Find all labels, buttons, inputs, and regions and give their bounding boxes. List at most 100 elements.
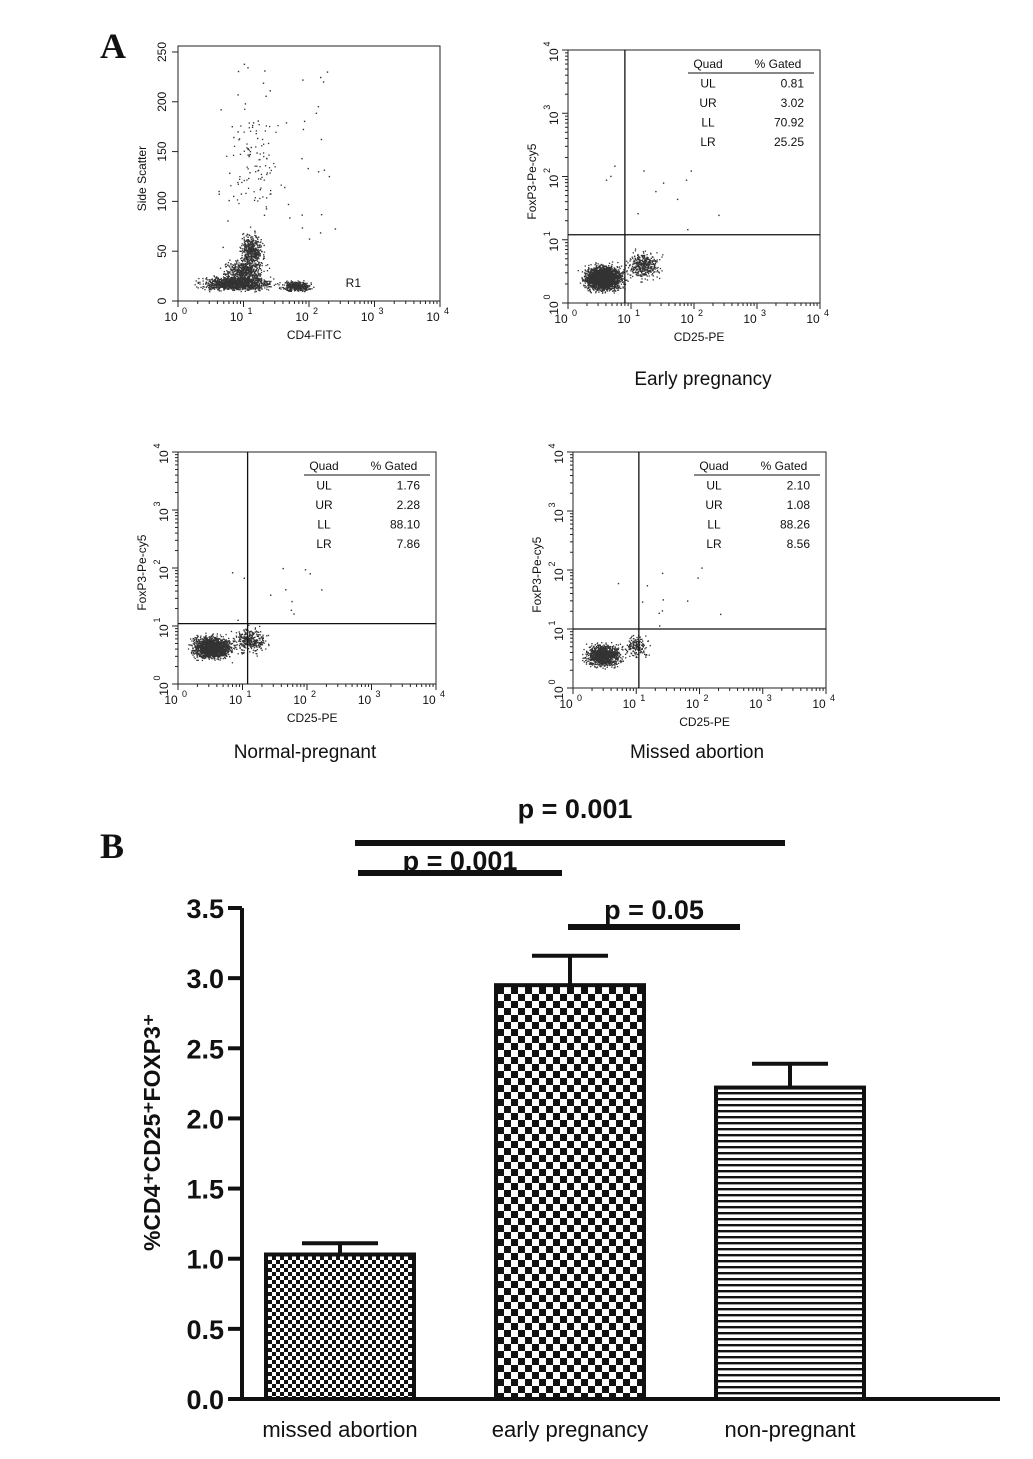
stats-quad-name: LL bbox=[317, 518, 331, 532]
y-tick-exponent: 3 bbox=[152, 501, 162, 506]
x-tick-label: 10 bbox=[559, 697, 573, 711]
x-tick-label: 10 bbox=[686, 697, 700, 711]
x-tick-label: 10 bbox=[422, 693, 436, 707]
y-tick-label: 1.0 bbox=[186, 1245, 224, 1275]
y-tick-label: 10 bbox=[547, 301, 561, 315]
x-tick-exponent: 3 bbox=[767, 693, 772, 703]
y-axis-label: FoxP3-Pe-cy5 bbox=[530, 536, 544, 612]
plot-caption: Early pregnancy bbox=[634, 369, 772, 390]
x-tick-exponent: 0 bbox=[572, 308, 577, 318]
x-tick-exponent: 4 bbox=[440, 689, 445, 699]
stats-quad-name: UR bbox=[699, 96, 717, 110]
stats-quad-value: 7.86 bbox=[397, 537, 421, 551]
stats-quad-value: 70.92 bbox=[774, 116, 804, 130]
stats-header-gated: % Gated bbox=[755, 57, 802, 71]
stats-header-gated: % Gated bbox=[371, 459, 418, 473]
stats-quad-name: LL bbox=[707, 518, 721, 532]
y-tick-exponent: 1 bbox=[547, 620, 557, 625]
x-axis-label: CD4-FITC bbox=[287, 328, 342, 342]
stats-header-quad: Quad bbox=[693, 57, 722, 71]
quadrant-stats-table: Quad % Gated UL 0.81 UR 3.02 LL 70.92 LR 25.25 bbox=[688, 56, 816, 158]
p-value-label: p = 0.001 bbox=[518, 794, 633, 824]
y-tick-label: 0 bbox=[155, 297, 169, 304]
y-axis-label: FoxP3-Pe-cy5 bbox=[135, 534, 149, 610]
x-tick-label: 10 bbox=[426, 310, 440, 324]
y-tick-label: 10 bbox=[552, 627, 566, 641]
plot-frame bbox=[177, 45, 441, 302]
stats-quad-name: UL bbox=[316, 479, 332, 493]
y-tick-exponent: 0 bbox=[547, 679, 557, 684]
y-tick-exponent: 1 bbox=[542, 231, 552, 236]
stats-quad-name: LR bbox=[316, 537, 332, 551]
stats-header-quad: Quad bbox=[699, 459, 728, 473]
x-tick-exponent: 2 bbox=[313, 306, 318, 316]
stats-quad-value: 2.10 bbox=[787, 479, 811, 493]
x-tick-exponent: 4 bbox=[444, 306, 449, 316]
x-tick-exponent: 2 bbox=[698, 308, 703, 318]
quadrant-stats-table: Quad % Gated UL 1.76 UR 2.28 LL 88.10 LR 7.86 bbox=[304, 458, 432, 560]
quadrant-stats-table: Quad % Gated UL 2.10 UR 1.08 LL 88.26 LR 8.56 bbox=[694, 458, 822, 560]
y-tick-label: 10 bbox=[547, 175, 561, 189]
x-tick-label: 10 bbox=[617, 312, 631, 326]
stats-quad-value: 0.81 bbox=[781, 77, 805, 91]
x-tick-exponent: 3 bbox=[761, 308, 766, 318]
y-tick-label: 2.5 bbox=[186, 1034, 224, 1064]
x-tick-exponent: 3 bbox=[379, 306, 384, 316]
event-dots bbox=[187, 567, 323, 664]
category-label: non-pregnant bbox=[725, 1417, 856, 1442]
x-tick-exponent: 0 bbox=[577, 693, 582, 703]
stats-quad-value: 1.08 bbox=[787, 498, 811, 512]
x-tick-exponent: 4 bbox=[824, 308, 829, 318]
x-tick-label: 10 bbox=[358, 693, 372, 707]
bar-2 bbox=[714, 1085, 866, 1401]
x-tick-exponent: 0 bbox=[182, 689, 187, 699]
x-tick-label: 10 bbox=[806, 312, 820, 326]
y-tick-exponent: 4 bbox=[547, 443, 557, 448]
p-value-label: p = 0.05 bbox=[604, 895, 704, 925]
bar-1 bbox=[494, 983, 646, 1402]
y-tick-label: 3.5 bbox=[186, 894, 224, 924]
y-tick-label: 100 bbox=[155, 191, 169, 211]
x-axis-label: CD25-PE bbox=[674, 330, 725, 344]
stats-header-quad: Quad bbox=[309, 459, 338, 473]
x-tick-label: 10 bbox=[229, 693, 243, 707]
y-tick-label: 10 bbox=[547, 111, 561, 125]
y-tick-exponent: 2 bbox=[542, 168, 552, 173]
bar-0 bbox=[264, 1252, 416, 1402]
y-tick-label: 0.5 bbox=[186, 1315, 224, 1345]
panel-b-label: B bbox=[100, 826, 124, 866]
x-tick-label: 10 bbox=[164, 693, 178, 707]
y-tick-label: 10 bbox=[547, 48, 561, 62]
y-tick-label: 10 bbox=[552, 568, 566, 582]
y-tick-exponent: 4 bbox=[542, 41, 552, 46]
stats-header-gated: % Gated bbox=[761, 459, 808, 473]
x-tick-label: 10 bbox=[230, 310, 244, 324]
y-tick-exponent: 2 bbox=[547, 561, 557, 566]
y-tick-label: 1.5 bbox=[186, 1175, 224, 1205]
gate-label: R1 bbox=[346, 276, 362, 290]
stats-quad-name: LL bbox=[701, 116, 715, 130]
event-dots bbox=[194, 63, 337, 293]
y-tick-label: 10 bbox=[157, 682, 171, 696]
x-tick-exponent: 1 bbox=[248, 306, 253, 316]
category-label: early pregnancy bbox=[492, 1417, 649, 1442]
y-tick-label: 10 bbox=[157, 450, 171, 464]
y-tick-label: 0.0 bbox=[186, 1385, 224, 1415]
x-tick-exponent: 3 bbox=[376, 689, 381, 699]
early-pregnancy-plot: 10 0 10 1 10 2 10 3 10 4100101102103104CD25-PEFox… bbox=[525, 41, 829, 390]
stats-quad-value: 8.56 bbox=[787, 537, 811, 551]
y-tick-label: 50 bbox=[155, 244, 169, 258]
x-tick-label: 10 bbox=[623, 697, 637, 711]
x-tick-label: 10 bbox=[361, 310, 375, 324]
stats-quad-value: 2.28 bbox=[397, 498, 421, 512]
x-tick-label: 10 bbox=[295, 310, 309, 324]
x-tick-exponent: 2 bbox=[311, 689, 316, 699]
x-tick-exponent: 4 bbox=[830, 693, 835, 703]
stats-quad-name: UR bbox=[705, 498, 723, 512]
side-scatter-plot: 10 0 10 1 10 2 10 3 10 4050100150200250CD4-FITCSi… bbox=[135, 42, 449, 342]
y-axis-label: %CD4⁺CD25⁺FOXP3⁺ bbox=[139, 1014, 165, 1251]
x-tick-label: 10 bbox=[749, 697, 763, 711]
stats-quad-name: UL bbox=[706, 479, 722, 493]
y-tick-label: 10 bbox=[552, 686, 566, 700]
